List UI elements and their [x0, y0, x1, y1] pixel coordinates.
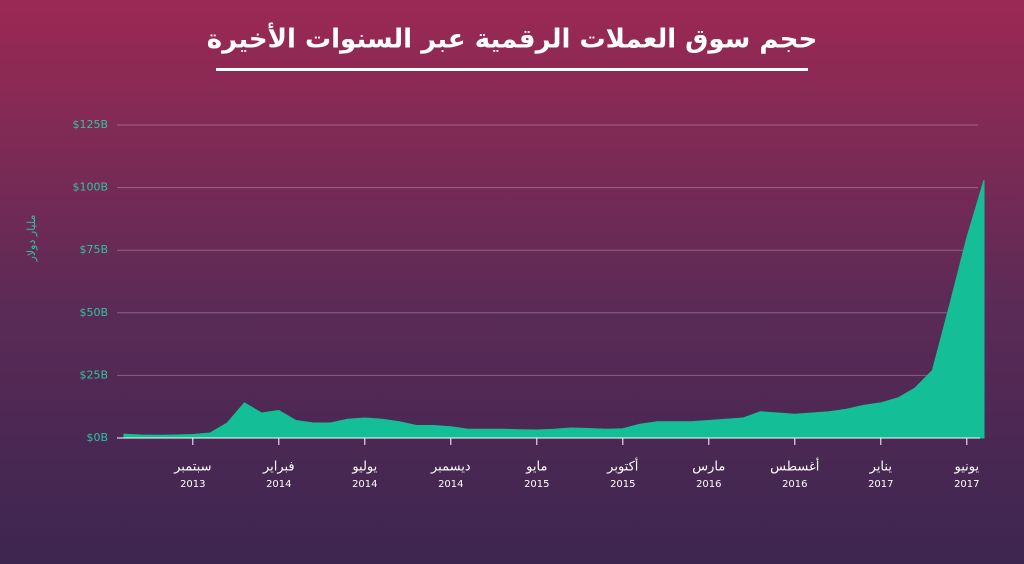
x-tick-label: أكتوبر [606, 458, 638, 475]
x-tick-year: 2015 [524, 479, 549, 490]
x-tick-year: 2013 [180, 479, 205, 490]
x-tick-year: 2016 [782, 479, 807, 490]
x-tick-year: 2014 [352, 479, 377, 490]
x-tick-year: 2014 [266, 479, 291, 490]
y-tick-label: $75B [79, 243, 108, 256]
y-axis-label: مليار دولار [25, 214, 38, 262]
x-tick-label: يوليو [351, 460, 377, 475]
x-tick-year: 2017 [954, 479, 979, 490]
y-tick-label: $50B [79, 306, 108, 319]
x-tick-label: فبراير [262, 460, 295, 475]
y-tick-label: $100B [72, 181, 108, 194]
x-tick-year: 2014 [438, 479, 463, 490]
x-tick-label: مارس [692, 460, 725, 475]
x-tick-year: 2016 [696, 479, 721, 490]
x-tick-label: سبتمبر [173, 460, 211, 475]
chart-title: حجم سوق العملات الرقمية عبر السنوات الأخ… [207, 23, 817, 55]
x-tick-year: 2017 [868, 479, 893, 490]
x-tick-label: يناير [869, 460, 893, 475]
x-tick-label: ديسمبر [430, 460, 471, 475]
area [123, 179, 985, 439]
x-tick-label: أغسطس [770, 458, 819, 475]
y-tick-label: $125B [72, 118, 108, 131]
x-tick-label: مايو [525, 460, 547, 475]
y-tick-label: $25B [79, 368, 108, 381]
title-underline [216, 68, 808, 71]
y-tick-label: $0B [86, 431, 108, 444]
x-tick-label: يونيو [954, 460, 980, 475]
x-tick-year: 2015 [610, 479, 635, 490]
